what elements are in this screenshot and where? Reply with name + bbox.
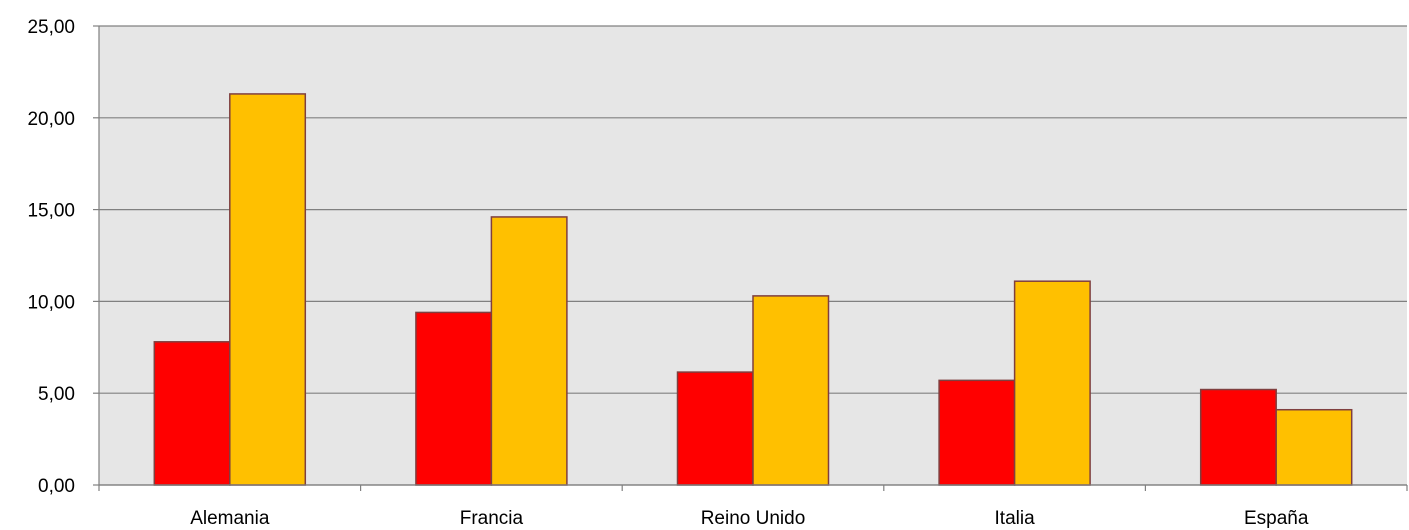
- bars: [153, 93, 1353, 486]
- bar-series-1: [1199, 388, 1277, 486]
- bar-series-2: [229, 93, 307, 486]
- bar-series-2: [1013, 280, 1091, 486]
- bar-series-1: [938, 379, 1016, 486]
- y-tick-label: 15,00: [27, 201, 75, 222]
- x-category-label: España: [1244, 508, 1309, 529]
- bar-series-2: [490, 216, 568, 486]
- x-category-label: Italia: [995, 508, 1036, 529]
- x-category-label: Francia: [460, 508, 524, 529]
- y-tick-label: 20,00: [27, 109, 75, 130]
- x-axis-category-labels: Alemania Francia Reino Unido Italia Espa…: [190, 508, 1309, 529]
- bar-series-2: [752, 295, 830, 486]
- bar-series-1: [676, 371, 754, 486]
- y-tick-label: 5,00: [38, 384, 75, 405]
- x-category-label: Alemania: [190, 508, 270, 529]
- bar-series-1: [153, 341, 231, 486]
- y-tick-label: 0,00: [38, 476, 75, 497]
- axes: [93, 25, 1408, 491]
- bar-series-2: [1275, 408, 1353, 486]
- y-tick-label: 25,00: [27, 17, 75, 38]
- y-axis-tick-labels: 0,00 5,00 10,00 15,00 20,00 25,00: [27, 17, 75, 497]
- x-category-label: Reino Unido: [701, 508, 806, 529]
- y-tick-label: 10,00: [27, 292, 75, 313]
- bar-series-1: [415, 311, 493, 486]
